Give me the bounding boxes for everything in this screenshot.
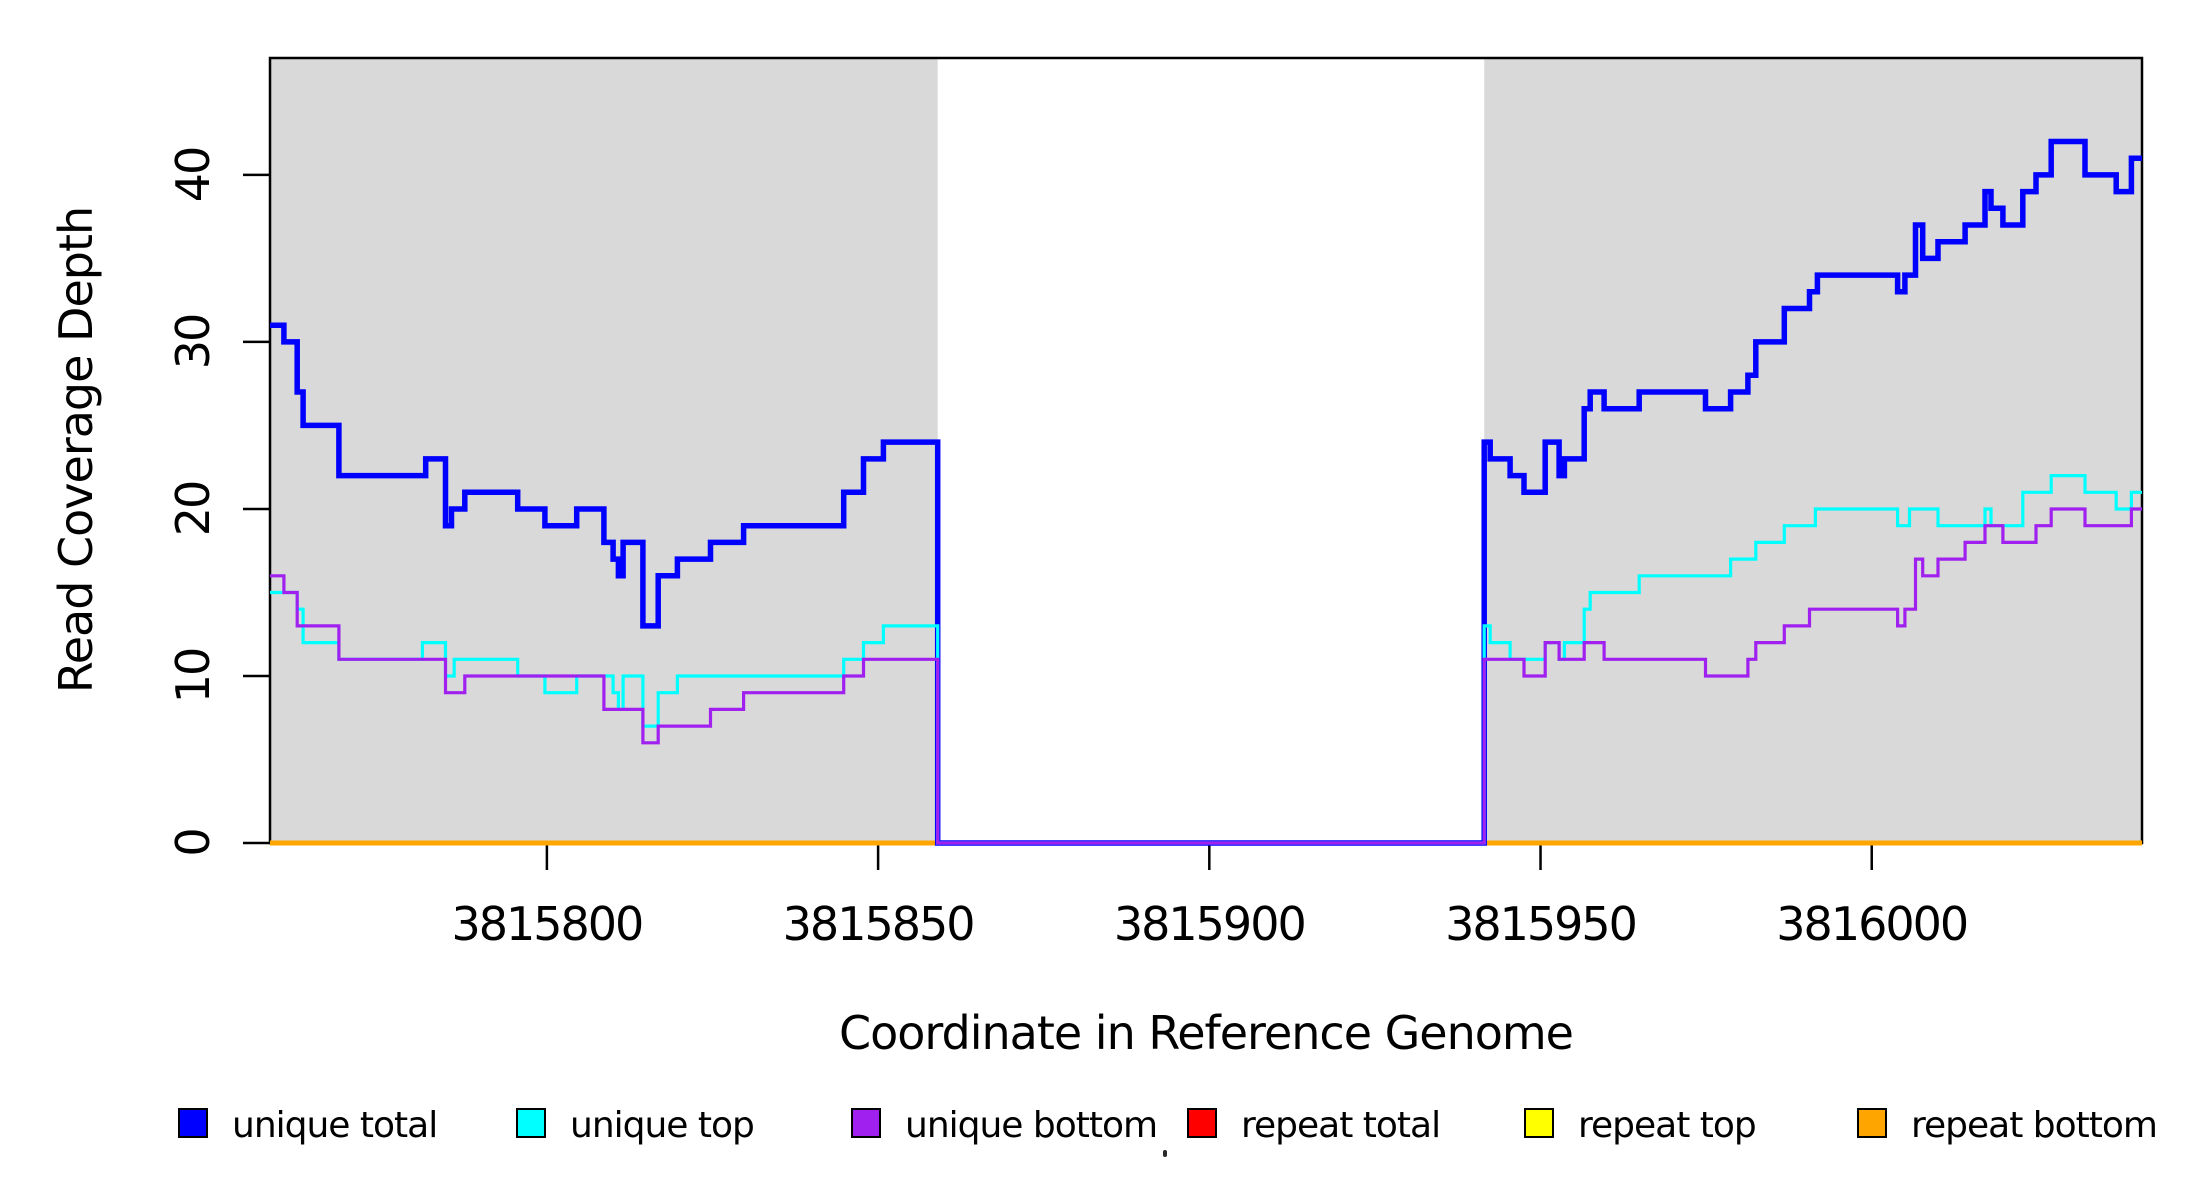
x-tick-label-3815950: 3815950 (1445, 897, 1638, 951)
repeat-top-swatch-icon (1524, 1108, 1554, 1138)
unique-top-swatch-icon (516, 1108, 546, 1138)
y-tick-label-40: 40 (166, 147, 220, 203)
x-tick-label-3815850: 3815850 (782, 897, 976, 951)
y-tick-label-10: 10 (166, 648, 220, 704)
unique-total-swatch-icon (178, 1108, 208, 1138)
legend-label: repeat top (1578, 1105, 1757, 1146)
shaded-region-0 (270, 58, 938, 843)
x-tick-label-3815800: 3815800 (451, 897, 644, 951)
y-tick-label-0: 0 (166, 829, 220, 857)
shaded-region-1 (1484, 58, 2142, 843)
x-axis-title: Coordinate in Reference Genome (839, 1006, 1574, 1060)
legend-label: repeat total (1241, 1105, 1441, 1146)
legend-label: repeat bottom (1911, 1105, 2158, 1146)
repeat-total-swatch-icon (1187, 1108, 1217, 1138)
legend-label: unique bottom (905, 1105, 1158, 1146)
x-tick-label-3816000: 3816000 (1776, 897, 1969, 951)
legend-label: unique total (232, 1105, 438, 1146)
series-unique-bottom-line (270, 507, 2142, 845)
unique-bottom-swatch-icon (851, 1108, 881, 1138)
legend: unique total unique top unique bottom re… (0, 1105, 2200, 1168)
y-tick-label-20: 20 (166, 481, 220, 537)
series-unique-total-line (270, 138, 2142, 846)
x-tick-label-3815900: 3815900 (1113, 897, 1307, 951)
y-axis-title: Read Coverage Depth (49, 206, 103, 694)
legend-label: unique top (570, 1105, 755, 1146)
stray-dot-artifact (1163, 1150, 1167, 1157)
repeat-bottom-swatch-icon (1857, 1108, 1887, 1138)
y-tick-label-30: 30 (166, 314, 220, 370)
